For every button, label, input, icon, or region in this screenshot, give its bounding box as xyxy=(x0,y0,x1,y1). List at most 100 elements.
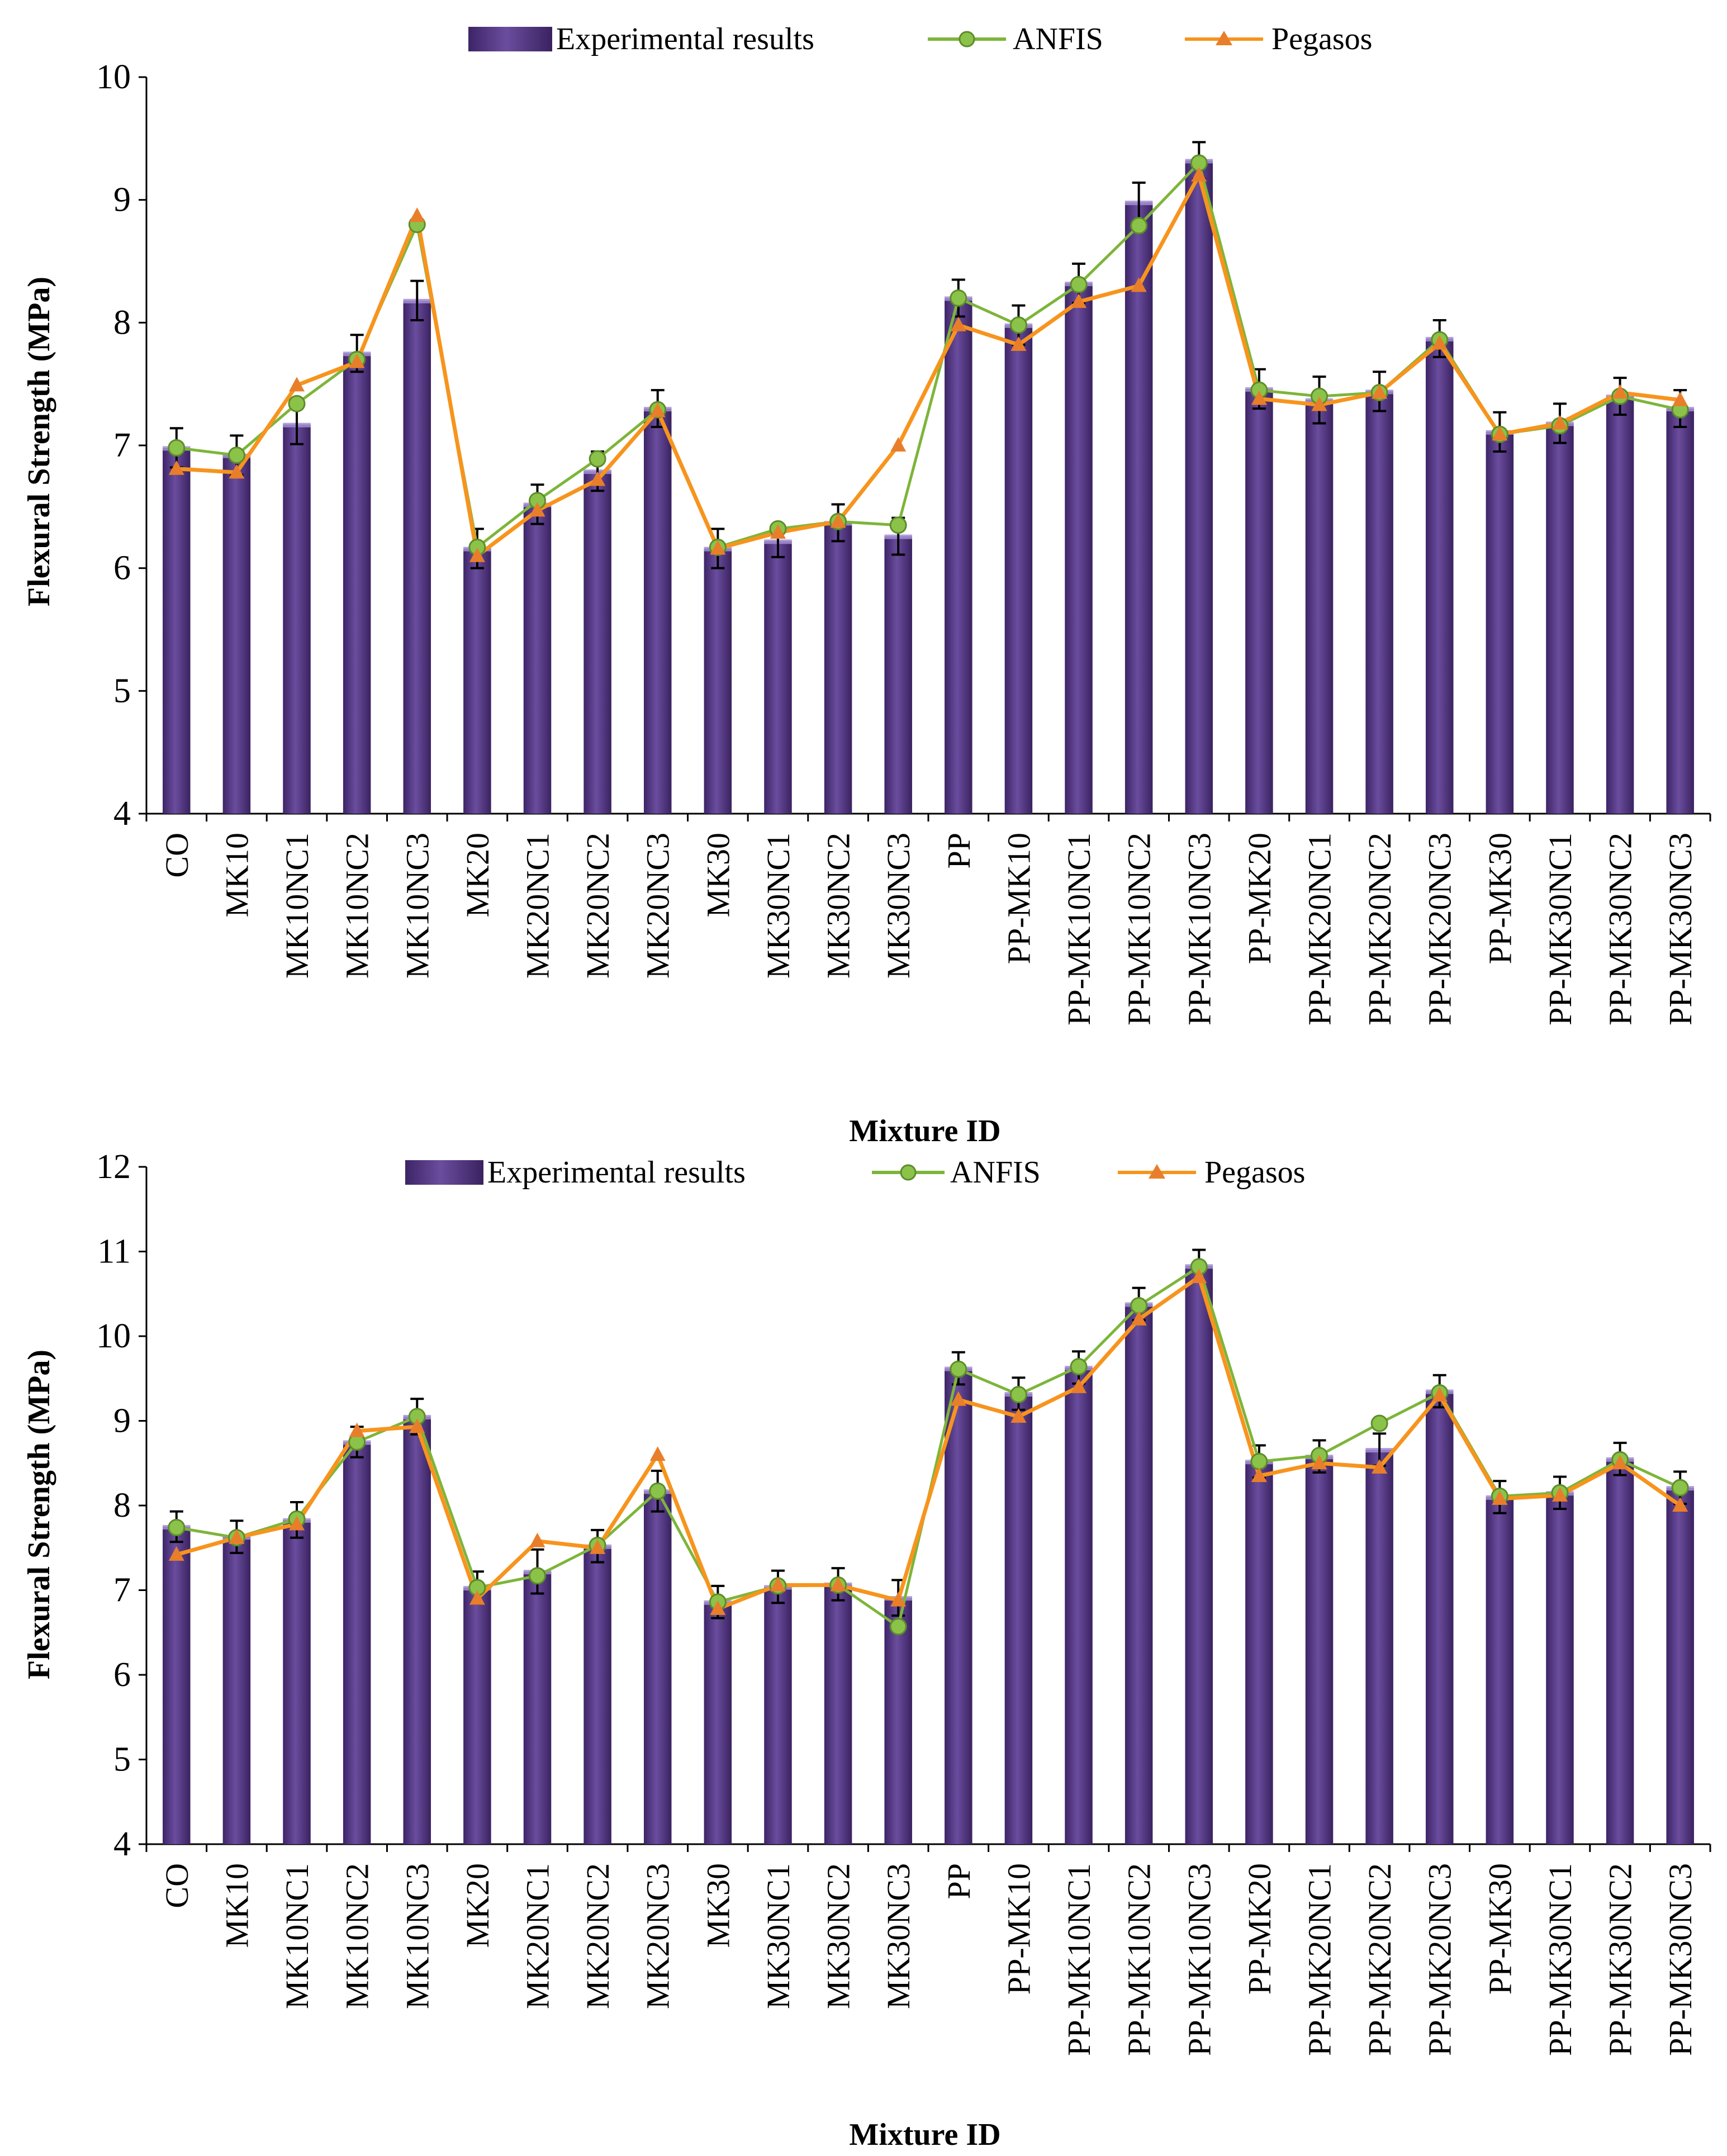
bar-MK30NC2 xyxy=(824,1584,852,1844)
bar-MK10NC1 xyxy=(283,1519,311,1844)
x-tick-label-PP-MK20: PP-MK20 xyxy=(1241,1863,1278,1994)
bar-MK10 xyxy=(222,455,251,814)
bar-PP-MK30NC1 xyxy=(1546,423,1574,814)
point-pegasos-MK20NC3 xyxy=(649,402,666,417)
bar-PP-MK30 xyxy=(1486,1497,1514,1844)
bar-PP-MK10 xyxy=(1004,325,1033,814)
point-pegasos-MK20NC3 xyxy=(649,1446,666,1461)
x-tick-label-MK30NC2: MK30NC2 xyxy=(820,1863,857,2009)
x-tick-label-PP-MK10NC2: PP-MK10NC2 xyxy=(1121,1863,1157,2056)
x-tick-label-MK30NC2: MK30NC2 xyxy=(820,833,857,979)
x-tick-label-PP-MK30NC1: PP-MK30NC1 xyxy=(1542,1863,1578,2056)
bar-PP-MK10NC1 xyxy=(1065,1367,1093,1844)
point-pegasos-PP-MK10 xyxy=(1010,1408,1027,1423)
point-pegasos-PP xyxy=(950,1391,966,1406)
bar-MK20NC3 xyxy=(643,409,672,814)
x-tick-label-MK30NC3: MK30NC3 xyxy=(880,833,917,979)
point-pegasos-PP-MK20NC1 xyxy=(1311,1455,1327,1470)
lines-top xyxy=(168,154,1689,562)
bar-PP-MK30NC1 xyxy=(1546,1493,1574,1844)
bar-MK30NC3 xyxy=(884,536,912,814)
x-tick-label-PP-MK10: PP-MK10 xyxy=(1000,1863,1037,1994)
point-anfis-PP-MK20NC2 xyxy=(1370,1414,1388,1432)
bar-PP xyxy=(945,298,972,814)
y-tick-label: 10 xyxy=(96,58,131,96)
x-axis-title-bottom: Mixture ID xyxy=(849,2117,1000,2152)
y-axis-title-top: Flexural Strength (MPa) xyxy=(22,277,56,606)
bar-PP-MK20NC1 xyxy=(1305,1456,1334,1844)
legend-label-anfis: ANFIS xyxy=(950,1155,1041,1190)
point-pegasos-MK20NC2 xyxy=(590,1539,606,1554)
point-pegasos-CO xyxy=(168,460,184,475)
x-tick-label-MK30NC3: MK30NC3 xyxy=(880,1863,917,2009)
x-tick-label-MK10NC3: MK10NC3 xyxy=(399,833,435,979)
bar-PP-MK10NC3 xyxy=(1185,160,1213,814)
x-tick-label-MK10NC3: MK10NC3 xyxy=(399,1863,435,2009)
x-tick-label-MK30: MK30 xyxy=(700,1863,736,1948)
bar-MK10 xyxy=(222,1537,251,1844)
bar-MK10NC2 xyxy=(343,1442,371,1844)
bar-MK30NC3 xyxy=(884,1598,912,1844)
bar-MK10NC3 xyxy=(403,1416,431,1844)
y-tick-label: 6 xyxy=(113,1656,131,1694)
point-pegasos-PP-MK20NC3 xyxy=(1431,1387,1448,1402)
y-tick-label: 10 xyxy=(96,1317,131,1355)
x-tick-label-MK20: MK20 xyxy=(459,1863,496,1948)
y-tick-label: 5 xyxy=(113,672,131,710)
point-pegasos-MK10NC1 xyxy=(289,377,305,392)
point-pegasos-MK10NC2 xyxy=(349,353,365,368)
point-pegasos-PP-MK10 xyxy=(1010,336,1027,351)
point-anfis-PP xyxy=(950,289,967,307)
legend-marker-pegasos xyxy=(1149,1164,1165,1179)
legend-swatch-experimental xyxy=(468,27,552,51)
bar-PP-MK20NC1 xyxy=(1305,400,1334,814)
x-tick-label-MK30NC1: MK30NC1 xyxy=(760,833,796,979)
x-tick-label-PP-MK30NC3: PP-MK30NC3 xyxy=(1662,833,1698,1025)
x-tick-label-PP-MK30NC2: PP-MK30NC2 xyxy=(1602,1863,1639,2056)
bar-MK10NC3 xyxy=(403,300,431,814)
x-tick-label-MK10NC2: MK10NC2 xyxy=(339,1863,376,2009)
y-tick-label: 7 xyxy=(113,1571,131,1609)
x-tick-label-PP-MK20NC2: PP-MK20NC2 xyxy=(1361,833,1398,1025)
x-tick-label-MK20NC3: MK20NC3 xyxy=(640,1863,676,2009)
x-tick-label-MK20NC3: MK20NC3 xyxy=(640,833,676,979)
point-pegasos-PP-MK30 xyxy=(1492,426,1508,441)
chart-bottom: Experimental results ANFIS Pegasos Flexu… xyxy=(22,1148,1711,2152)
series-line-anfis xyxy=(176,1264,1681,1629)
point-pegasos-MK10NC3 xyxy=(409,1418,425,1433)
x-tick-label-MK10: MK10 xyxy=(219,833,255,917)
x-tick-label-MK20NC1: MK20NC1 xyxy=(520,833,556,979)
point-pegasos-MK20NC1 xyxy=(529,1532,545,1547)
x-tick-label-PP-MK10NC2: PP-MK10NC2 xyxy=(1121,833,1157,1025)
point-pegasos-PP-MK20 xyxy=(1251,1467,1267,1482)
bar-CO xyxy=(163,448,191,814)
point-pegasos-PP-MK10NC3 xyxy=(1191,167,1207,182)
y-tick-label: 4 xyxy=(113,795,131,833)
point-pegasos-CO xyxy=(168,1546,184,1561)
bar-PP-MK20NC2 xyxy=(1365,1450,1393,1844)
y-tick-label: 8 xyxy=(113,303,131,341)
bar-MK20NC2 xyxy=(583,471,611,814)
point-pegasos-MK10 xyxy=(229,1529,245,1544)
point-pegasos-PP-MK30NC2 xyxy=(1612,384,1628,399)
bar-MK20NC1 xyxy=(523,504,552,814)
point-pegasos-MK20NC1 xyxy=(529,502,545,517)
point-pegasos-PP-MK10NC2 xyxy=(1131,277,1147,292)
bar-MK30NC2 xyxy=(824,523,852,814)
x-tick-label-PP-MK20NC2: PP-MK20NC2 xyxy=(1361,1863,1398,2056)
y-axis-title-bottom: Flexural Strength (MPa) xyxy=(22,1350,56,1679)
y-tick-label: 7 xyxy=(113,426,131,464)
bar-MK20NC3 xyxy=(643,1491,672,1844)
x-tick-label-MK30: MK30 xyxy=(700,833,736,917)
point-pegasos-PP-MK20NC2 xyxy=(1372,384,1388,399)
x-tick-label-PP: PP xyxy=(941,1863,977,1899)
x-tick-label-PP-MK30: PP-MK30 xyxy=(1482,833,1518,964)
bar-PP xyxy=(945,1368,972,1844)
x-tick-label-PP-MK20NC1: PP-MK20NC1 xyxy=(1302,833,1338,1025)
legend-marker-anfis xyxy=(900,1164,917,1181)
x-tick-label-PP-MK10: PP-MK10 xyxy=(1000,833,1037,964)
point-pegasos-PP-MK20NC2 xyxy=(1372,1459,1388,1474)
point-pegasos-MK10NC1 xyxy=(289,1516,305,1531)
point-pegasos-MK30NC3 xyxy=(890,1592,907,1607)
series-line-anfis xyxy=(176,160,1681,550)
